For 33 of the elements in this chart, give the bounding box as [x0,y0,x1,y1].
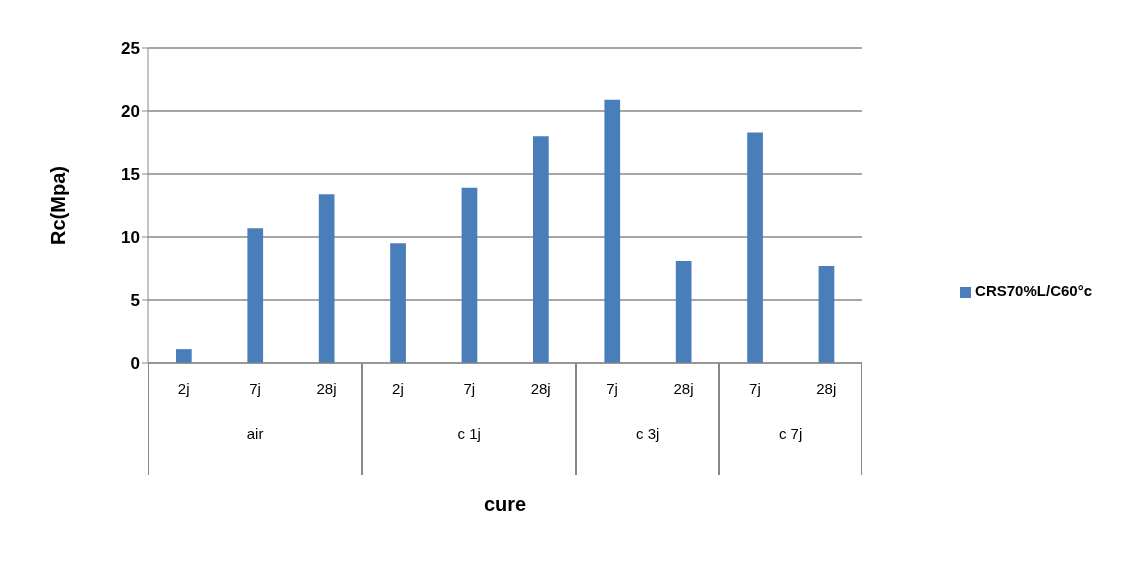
y-tick-label: 15 [121,165,140,185]
text: c 3j [635,425,661,442]
x-tick-label: 2j [392,379,404,397]
x-tick-label: 7j [463,379,476,397]
y-axis-title: Rc(Mpa) [47,166,70,245]
y-tick-label: 0 [130,354,140,374]
x-tick-label: 28j [816,379,837,397]
text: air [245,425,265,442]
x-tick-label: 28j [530,379,551,397]
y-tick-label: 20 [121,102,140,122]
bar [604,99,621,363]
bar [461,187,478,363]
bar [533,136,549,363]
y-tick-label: 5 [130,291,140,311]
text: c 1j [456,425,482,442]
y-tick-label: 10 [121,228,140,248]
x-tick-label: 7j [606,379,618,397]
bar [318,194,335,363]
bar [675,260,692,363]
text: c 7j [777,425,804,442]
bar [247,228,264,363]
y-tick-label: 25 [121,39,140,59]
x-tick-label: 2j [177,379,190,397]
bar [390,243,406,363]
legend-label: CRS70%L/C60°c [975,282,1092,299]
x-tick-label: 28j [673,379,694,397]
bar [818,265,835,363]
bar [747,132,763,363]
bar [176,349,192,363]
x-axis-title: cure [483,493,527,515]
x-tick-label: 7j [249,379,261,397]
x-tick-label: 7j [749,379,761,397]
x-tick-label: 28j [316,379,337,397]
